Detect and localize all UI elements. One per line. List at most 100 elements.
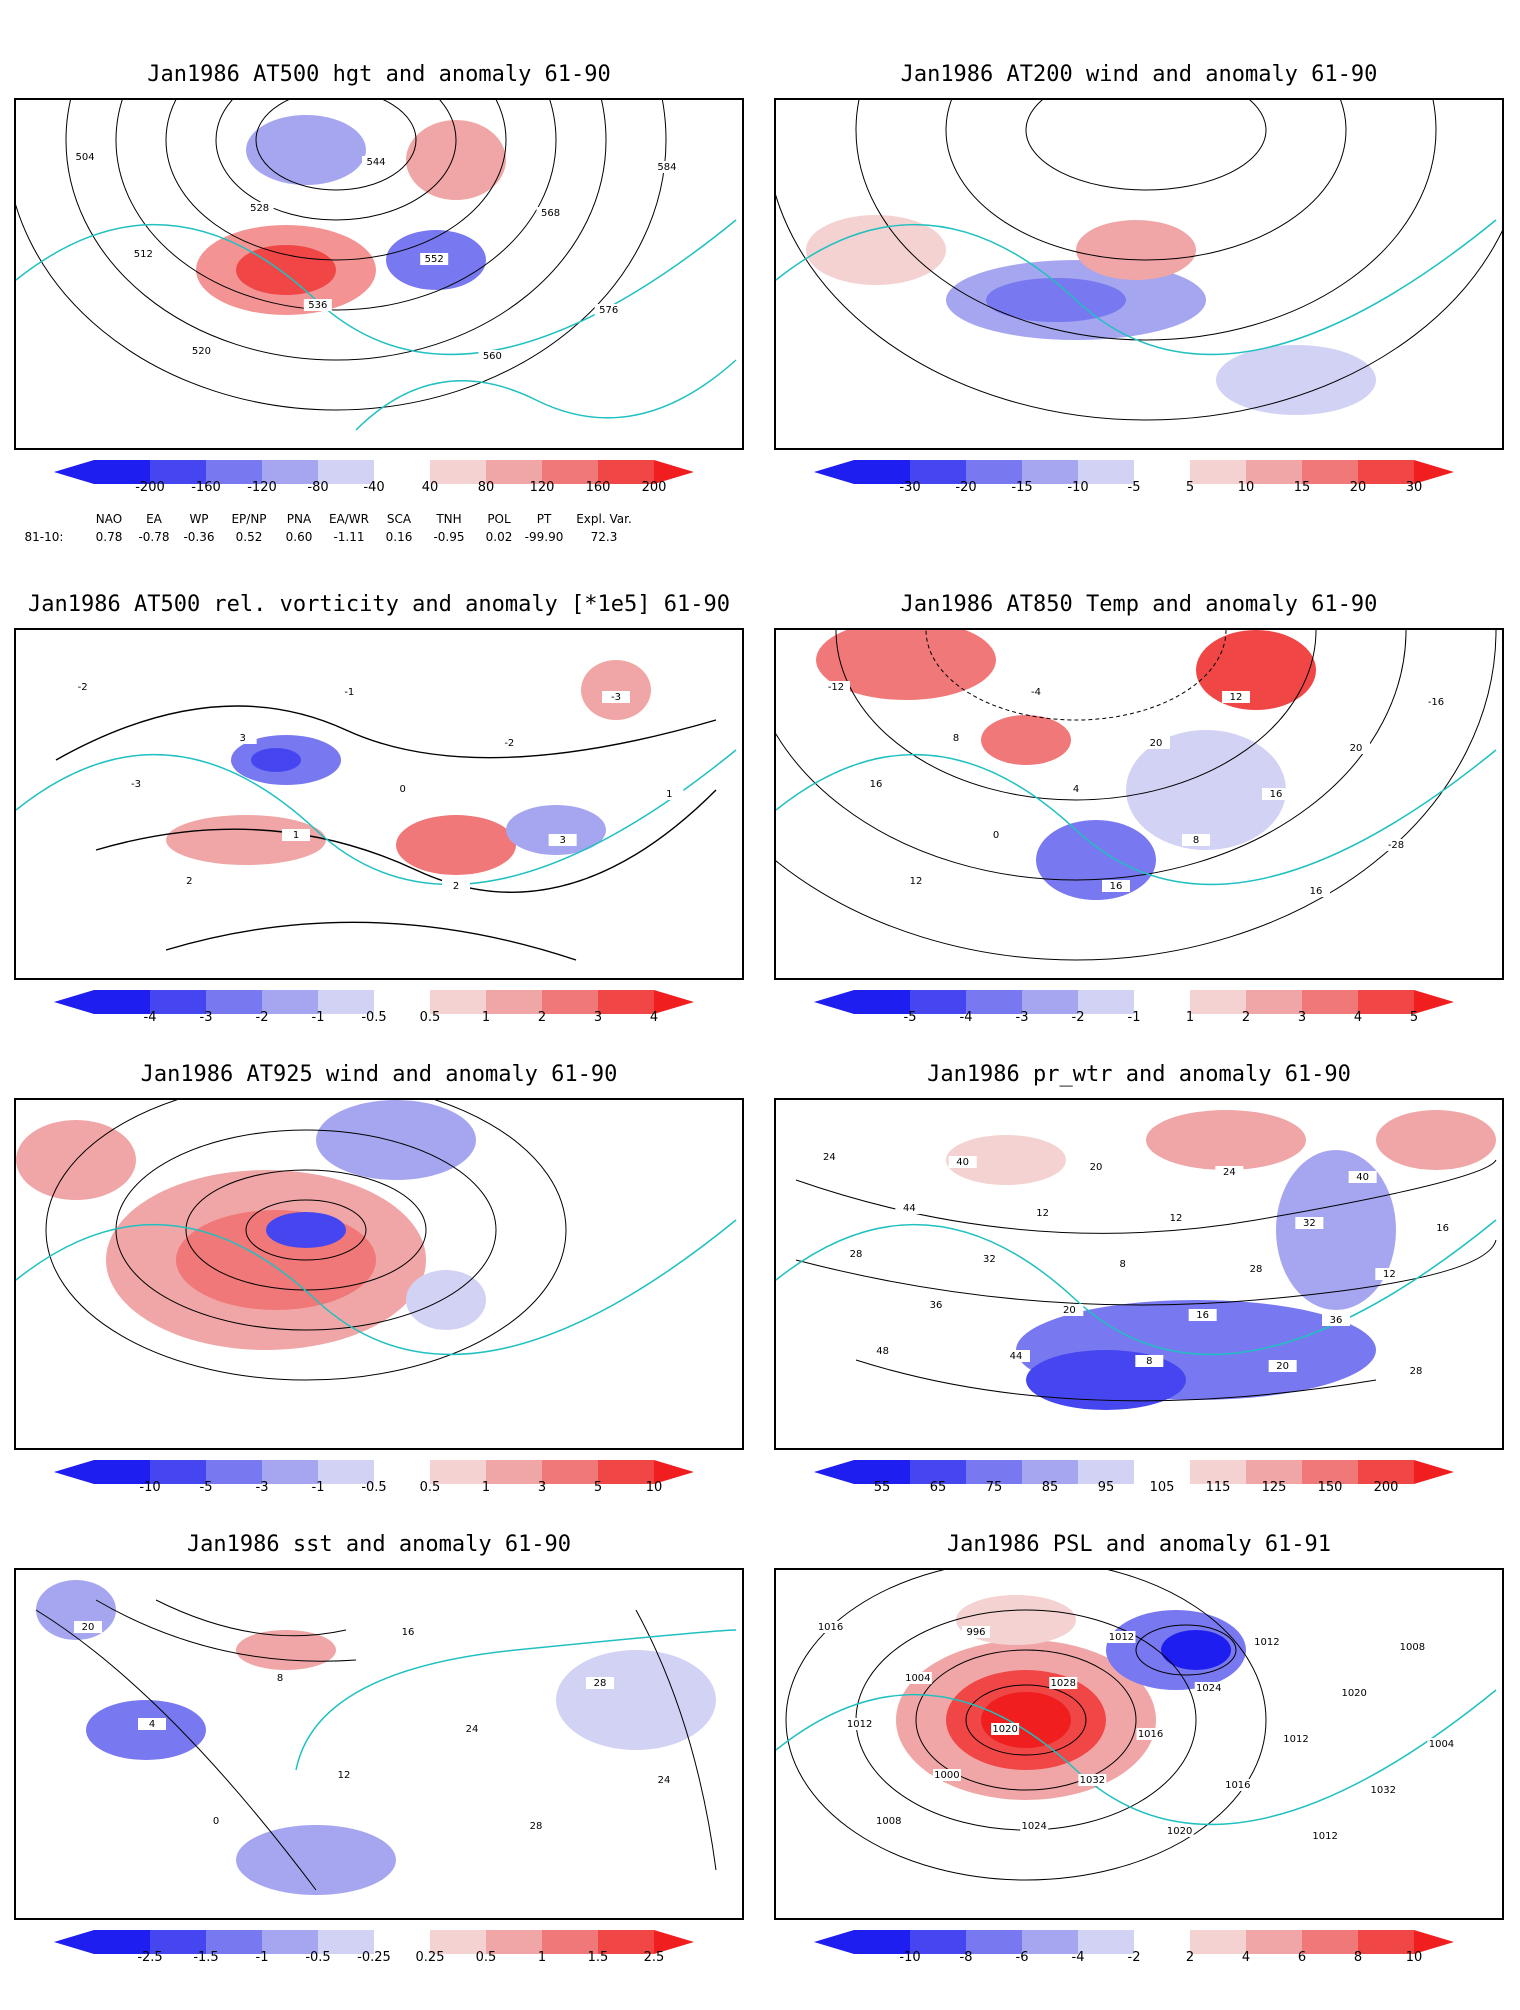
tele-value: -0.78 — [138, 530, 170, 544]
tele-header: Expl. Var. — [576, 512, 632, 526]
svg-text:568: 568 — [541, 208, 560, 219]
colorbar-tick: -30 — [899, 480, 921, 495]
colorbar-tick: -0.5 — [361, 1010, 387, 1025]
colorbar-tick: 2 — [1185, 1950, 1195, 1965]
contour-label: 8 — [1135, 1355, 1164, 1367]
colorbar-tick: -1 — [1127, 1010, 1141, 1025]
colorbar-tick: 30 — [1405, 480, 1423, 495]
panel-at200-wind: Jan1986 AT200 wind and anomaly 61-90 -30… — [774, 60, 1504, 540]
colorbar-tick: 3 — [593, 1010, 603, 1025]
map-frame — [14, 1098, 744, 1450]
colorbar-ticks: -30 -20 -15 -10 -5 5 10 15 20 30 — [814, 480, 1454, 500]
tele-value: 0.52 — [235, 530, 263, 544]
contour-label: 36 — [1322, 1314, 1350, 1326]
contour-label: -3 — [602, 691, 630, 703]
svg-text:-28: -28 — [1388, 840, 1404, 851]
svg-text:8: 8 — [1119, 1259, 1125, 1270]
svg-text:0: 0 — [993, 830, 999, 841]
colorbar-tick: -5 — [199, 1480, 213, 1495]
svg-text:576: 576 — [599, 305, 618, 316]
svg-text:44: 44 — [1010, 1351, 1023, 1362]
colorbar-tick: -1 — [255, 1950, 269, 1965]
tele-header: EA — [146, 512, 162, 526]
colorbar-tick: 160 — [585, 480, 611, 495]
tele-value: 0.78 — [95, 530, 123, 544]
anomaly-map: 20 4 0 8 12 16 24 28 28 24 — [35, 1580, 737, 1895]
contour-label: 0 — [202, 1815, 230, 1827]
svg-text:2: 2 — [186, 876, 192, 887]
tele-value: 0.02 — [485, 530, 513, 544]
svg-text:44: 44 — [903, 1203, 916, 1214]
svg-text:3: 3 — [239, 733, 245, 744]
contour-label: 16 — [1302, 885, 1330, 897]
colorbar-tick: 1 — [481, 1010, 491, 1025]
colorbar-tick: -5 — [1127, 480, 1141, 495]
contour-label: 1020 — [1340, 1687, 1369, 1699]
colorbar — [54, 460, 694, 484]
contour-label: 1020 — [1165, 1825, 1194, 1837]
colorbar-tick: -120 — [247, 480, 277, 495]
colorbar-tick: 150 — [1317, 1480, 1343, 1495]
tele-value: 0.60 — [285, 530, 313, 544]
contour-label: 16 — [1428, 1222, 1457, 1234]
contour-label: 36 — [922, 1299, 950, 1311]
colorbar-tick: 115 — [1205, 1480, 1231, 1495]
tele-header: EA/WR — [328, 512, 370, 526]
colorbar-tick: 4 — [1353, 1010, 1363, 1025]
svg-text:528: 528 — [250, 203, 269, 214]
map-frame: 1016 1012 1008 1004 1000 996 1020 1024 1028 1032 1… — [774, 1568, 1504, 1920]
colorbar-ticks: -200 -160 -120 -80 -40 40 80 120 160 200 — [54, 480, 694, 500]
contour-label: -28 — [1382, 839, 1410, 851]
contour-label: 4 — [138, 1718, 166, 1730]
colorbar-tick: 125 — [1261, 1480, 1287, 1495]
tele-row-label: 81-10: — [24, 530, 64, 544]
contour-label: 24 — [1215, 1166, 1244, 1178]
svg-text:-3: -3 — [611, 692, 621, 703]
svg-text:24: 24 — [466, 1724, 479, 1735]
tele-value: 72.3 — [590, 530, 618, 544]
teleconnection-table: NAO EA WP EP/NP PNA EA/WR SCA TNH POL PT… — [14, 512, 754, 562]
contour-label: -3 — [122, 778, 150, 790]
colorbar-tick: 65 — [929, 1480, 947, 1495]
contour-label: -2 — [495, 737, 524, 749]
panel-psl: Jan1986 PSL and anomaly 61-91 1016 1012 10… — [774, 1530, 1504, 2010]
contour-label: 576 — [594, 304, 623, 316]
colorbar-tick: 1.5 — [587, 1950, 609, 1965]
svg-text:584: 584 — [657, 162, 676, 173]
colorbar-tick: -3 — [199, 1010, 213, 1025]
colorbar-tick: -2 — [255, 1010, 269, 1025]
map-frame: 20 4 0 8 12 16 24 28 28 24 — [14, 1568, 744, 1920]
contour-label: 28 — [1402, 1365, 1430, 1377]
colorbar-tick: 3 — [1297, 1010, 1307, 1025]
colorbar-tick: -4 — [959, 1010, 973, 1025]
colorbar-tick: -8 — [959, 1950, 973, 1965]
contour-label: 12 — [1028, 1207, 1057, 1219]
svg-text:20: 20 — [1063, 1305, 1076, 1316]
contour-label: -16 — [1422, 696, 1450, 708]
colorbar-tick: -10 — [899, 1950, 921, 1965]
svg-text:1012: 1012 — [1312, 1831, 1337, 1842]
contour-label: -1 — [335, 686, 364, 698]
colorbar-tick: -1.5 — [193, 1950, 219, 1965]
colorbar-tick: 95 — [1097, 1480, 1115, 1495]
contour-label: 20 — [1055, 1304, 1084, 1316]
contour-label: 1020 — [991, 1723, 1020, 1735]
colorbar-tick: 0.5 — [475, 1950, 497, 1965]
svg-text:-12: -12 — [828, 682, 844, 693]
colorbar-tick: -4 — [1071, 1950, 1085, 1965]
contour-label: 28 — [842, 1248, 870, 1260]
panel-title: Jan1986 AT200 wind and anomaly 61-90 — [900, 62, 1378, 87]
svg-text:16: 16 — [1196, 1310, 1209, 1321]
contour-label: 20 — [1082, 1161, 1110, 1173]
svg-text:4: 4 — [1073, 784, 1079, 795]
contour-label: 24 — [650, 1774, 678, 1786]
colorbar-ticks: -10 -8 -6 -4 -2 2 4 6 8 10 — [814, 1950, 1454, 1970]
svg-text:1024: 1024 — [1021, 1821, 1046, 1832]
contour-label: -2 — [68, 681, 97, 693]
colorbar-tick: -1 — [311, 1480, 325, 1495]
colorbar-tick: 8 — [1353, 1950, 1363, 1965]
panel-title: Jan1986 AT500 hgt and anomaly 61-90 — [147, 62, 611, 87]
svg-text:1016: 1016 — [818, 1622, 843, 1633]
colorbar-tick: 1 — [481, 1480, 491, 1495]
colorbar-tick: -0.5 — [305, 1950, 331, 1965]
